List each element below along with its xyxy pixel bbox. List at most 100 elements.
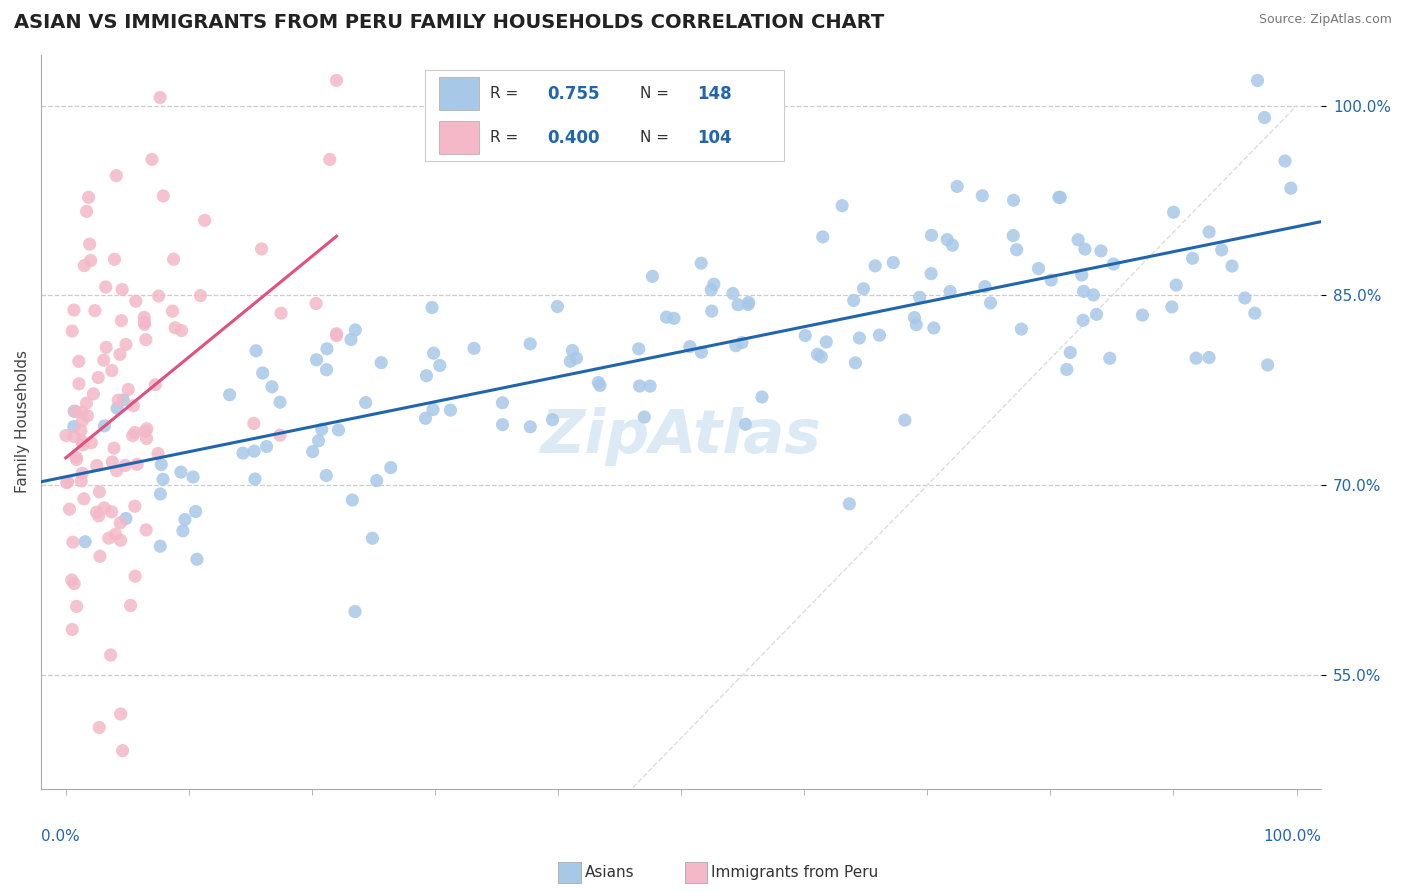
Point <box>97 531 120 545</box>
Point <box>110 313 132 327</box>
Point <box>60 324 83 338</box>
Point <box>882 255 904 269</box>
Point <box>103 252 125 267</box>
Point <box>60 573 83 587</box>
Point <box>519 419 541 434</box>
Point <box>815 334 838 349</box>
Point <box>108 347 131 361</box>
Point <box>270 306 292 320</box>
Point <box>269 395 291 409</box>
Point <box>105 169 128 183</box>
Point <box>58 502 80 516</box>
Point <box>1181 252 1204 266</box>
Point <box>1005 243 1028 257</box>
Point <box>311 422 333 436</box>
Point <box>82 387 104 401</box>
Point <box>63 404 86 418</box>
Point <box>124 569 146 583</box>
Point <box>315 362 337 376</box>
Point <box>149 487 172 501</box>
Point <box>150 458 173 472</box>
Text: Asians: Asians <box>585 865 634 880</box>
Point <box>87 508 110 523</box>
Point <box>561 343 583 358</box>
Point <box>60 623 83 637</box>
Point <box>308 434 330 448</box>
Point <box>63 429 86 443</box>
Point <box>122 399 145 413</box>
Point <box>260 380 283 394</box>
Point <box>174 512 197 526</box>
Text: ASIAN VS IMMIGRANTS FROM PERU FAMILY HOUSEHOLDS CORRELATION CHART: ASIAN VS IMMIGRANTS FROM PERU FAMILY HOU… <box>14 13 884 32</box>
Point <box>1246 73 1268 87</box>
Point <box>186 552 208 566</box>
Point <box>325 326 347 341</box>
Text: Immigrants from Peru: Immigrants from Peru <box>711 865 879 880</box>
Point <box>1056 362 1078 376</box>
Point <box>149 90 172 104</box>
Point <box>148 289 170 303</box>
Point <box>328 423 350 437</box>
Text: ZipAtlas: ZipAtlas <box>541 407 821 466</box>
Point <box>1071 313 1094 327</box>
Point <box>491 395 513 409</box>
Point <box>690 345 713 359</box>
Point <box>245 343 267 358</box>
Point <box>894 413 917 427</box>
Point <box>1132 308 1154 322</box>
Point <box>269 428 291 442</box>
Point <box>104 527 127 541</box>
Point <box>920 228 942 243</box>
Point <box>546 300 568 314</box>
Point <box>1160 300 1182 314</box>
Point <box>83 303 105 318</box>
Point <box>149 539 172 553</box>
Point <box>67 376 90 391</box>
Point <box>703 277 725 292</box>
Point <box>162 252 184 267</box>
Point <box>325 73 347 87</box>
Point <box>1059 345 1081 359</box>
Point <box>679 340 702 354</box>
Point <box>344 323 367 337</box>
Point <box>152 189 174 203</box>
Point <box>243 472 266 486</box>
Point <box>184 504 207 518</box>
Point <box>134 310 156 325</box>
Point <box>110 516 132 530</box>
Point <box>55 428 77 442</box>
Point <box>1257 358 1279 372</box>
Point <box>305 296 328 310</box>
Point <box>941 238 963 252</box>
Point <box>79 253 101 268</box>
Point <box>844 356 866 370</box>
Point <box>1090 244 1112 258</box>
Point <box>1166 278 1188 293</box>
Point <box>1185 351 1208 365</box>
Point <box>342 493 364 508</box>
Point <box>589 378 612 392</box>
Point <box>1002 194 1025 208</box>
Point <box>232 446 254 460</box>
Point <box>1198 225 1220 239</box>
Text: 100.0%: 100.0% <box>1263 829 1322 844</box>
Point <box>103 441 125 455</box>
Point <box>810 350 832 364</box>
Point <box>105 464 128 478</box>
Point <box>1163 205 1185 219</box>
Point <box>124 425 146 440</box>
Point <box>75 534 97 549</box>
Point <box>848 331 870 345</box>
Point <box>700 304 723 318</box>
Point <box>190 288 212 302</box>
Point <box>65 599 87 614</box>
Point <box>89 721 111 735</box>
Point <box>89 549 111 564</box>
Point <box>135 432 157 446</box>
Point <box>100 505 122 519</box>
Point <box>75 396 97 410</box>
Point <box>794 328 817 343</box>
Point <box>125 294 148 309</box>
Y-axis label: Family Households: Family Households <box>15 351 30 493</box>
Point <box>1274 154 1296 169</box>
